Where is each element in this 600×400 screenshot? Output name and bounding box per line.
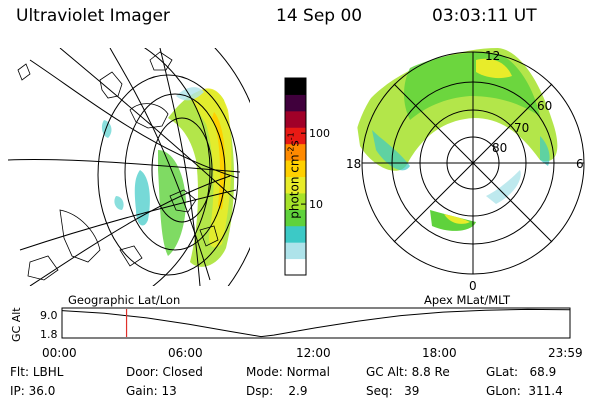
xtick-label-4: 23:59 bbox=[548, 346, 583, 360]
instrument-title: Ultraviolet Imager bbox=[16, 6, 170, 26]
colorbar: 10 100 bbox=[284, 77, 330, 276]
time-label: 03:03:11 UT bbox=[432, 6, 537, 26]
colorbar-tick-label: 10 bbox=[309, 198, 323, 211]
polar-grid bbox=[361, 51, 585, 275]
colorbar-swatch bbox=[285, 209, 306, 227]
colorbar-tick-label: 100 bbox=[309, 127, 330, 140]
status-ip: IP: 36.0 bbox=[10, 384, 56, 398]
geographic-map bbox=[8, 48, 250, 286]
mlat-label-80: 80 bbox=[492, 141, 507, 155]
colorbar-swatch bbox=[285, 78, 306, 95]
colorbar-swatch bbox=[285, 176, 306, 194]
colorbar-swatch bbox=[285, 127, 306, 145]
colorbar-unit-label: photon cm-2s-1 bbox=[286, 132, 302, 219]
status-dsp: Dsp: 2.9 bbox=[246, 384, 308, 398]
series-line-gc-alt bbox=[61, 308, 571, 338]
polar-panel-label: Apex MLat/MLT bbox=[424, 293, 511, 307]
colorbar-swatch bbox=[285, 160, 306, 177]
geo-aurora-emission bbox=[101, 87, 235, 267]
colorbar-swatch bbox=[285, 110, 306, 128]
mlat-label-60: 60 bbox=[537, 99, 552, 113]
mlt-label-left: 18 bbox=[346, 157, 361, 171]
ytick-label-bottom: 1.8 bbox=[40, 328, 58, 341]
status-seq: Seq: 39 bbox=[366, 384, 420, 398]
colorbar-swatch bbox=[285, 242, 306, 260]
xtick-label-2: 12:00 bbox=[296, 346, 331, 360]
status-glat: GLat: 68.9 bbox=[486, 365, 557, 379]
status-glon: GLon: 311.4 bbox=[486, 384, 563, 398]
status-door: Door: Closed bbox=[126, 365, 203, 379]
status-gc-alt: GC Alt: 8.8 Re bbox=[366, 365, 450, 379]
xtick-label-0: 00:00 bbox=[42, 346, 77, 360]
xtick-label-3: 18:00 bbox=[422, 346, 457, 360]
status-flt: Flt: LBHL bbox=[10, 365, 64, 379]
polar-plot: 12 6 0 18 60 70 80 bbox=[346, 48, 585, 293]
status-gain: Gain: 13 bbox=[126, 384, 177, 398]
y-axis-label: GC Alt bbox=[10, 307, 23, 342]
status-mode: Mode: Normal bbox=[246, 365, 330, 379]
mlt-label-right: 6 bbox=[576, 157, 584, 171]
date-label: 14 Sep 00 bbox=[276, 6, 363, 26]
mlt-label-bottom: 0 bbox=[469, 279, 477, 293]
colorbar-frame bbox=[284, 77, 307, 276]
colorbar-swatch bbox=[285, 192, 306, 210]
colorbar-swatch bbox=[285, 143, 306, 161]
colorbar-swatch bbox=[285, 225, 306, 243]
geo-coastlines bbox=[17, 51, 219, 281]
mlat-label-70: 70 bbox=[514, 121, 529, 135]
colorbar-swatch bbox=[285, 258, 306, 276]
ytick-label-top: 9.0 bbox=[40, 309, 58, 322]
mlt-label-top: 12 bbox=[485, 49, 500, 63]
orbit-altitude-chart: Geographic Lat/Lon Apex MLat/MLT 9.0 1.8… bbox=[10, 293, 583, 360]
chart-frame bbox=[61, 307, 571, 339]
colorbar-swatch bbox=[285, 94, 306, 112]
geo-grid bbox=[8, 48, 250, 286]
polar-aurora-emission bbox=[356, 48, 558, 231]
geo-panel-label: Geographic Lat/Lon bbox=[68, 293, 180, 307]
xtick-label-1: 06:00 bbox=[168, 346, 203, 360]
